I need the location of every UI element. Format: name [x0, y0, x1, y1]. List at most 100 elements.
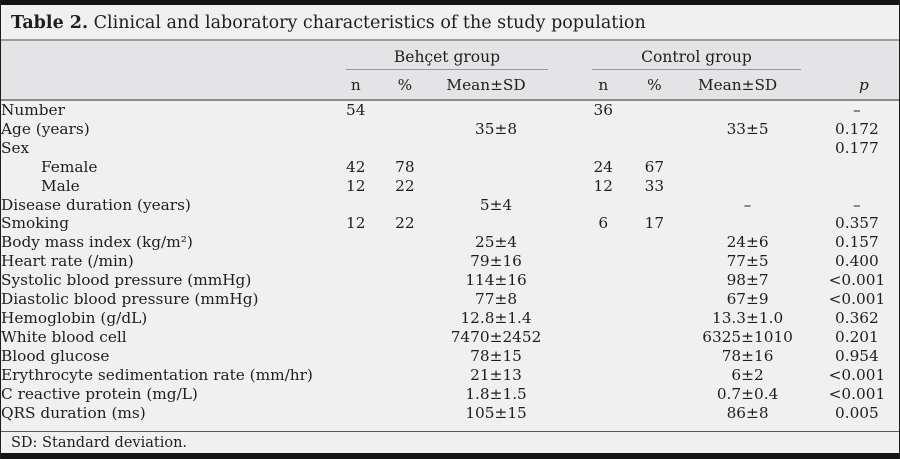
row-label-cell: Diastolic blood pressure (mmHg)	[1, 290, 259, 309]
control-mean-cell	[682, 100, 812, 120]
control-pct-cell	[626, 404, 682, 423]
column-gap	[560, 271, 580, 290]
p-value-cell: 0.157	[834, 233, 879, 252]
behcet-mean-cell: 77±8	[475, 290, 518, 309]
behcet-pct-cell	[378, 196, 432, 215]
control-pct-cell	[626, 196, 682, 215]
column-gap	[560, 309, 580, 328]
behcet-n-cell: 12	[346, 176, 366, 195]
p-value-cell: <0.001	[828, 271, 886, 290]
row-label-cell: Number	[1, 101, 65, 119]
table-body: Number 54 36 – Age (years) 35±8 33±5 0.172 Sex 0.…	[1, 100, 899, 423]
table-row: QRS duration (ms) 105±15 86±8 0.005	[1, 403, 899, 423]
row-label-cell: Smoking	[1, 214, 69, 233]
group-header-row: Behçet group Control group	[1, 41, 899, 70]
p-value-cell: 0.201	[834, 327, 879, 346]
column-gap	[560, 347, 580, 366]
behcet-n-cell	[334, 271, 378, 290]
behcet-mean-cell: 78±15	[470, 346, 522, 365]
p-value-cell: 0.400	[834, 252, 879, 271]
p-value-cell: 0.177	[834, 138, 879, 157]
row-label-cell: Sex	[1, 138, 30, 157]
behcet-pct-cell	[378, 385, 432, 404]
row-label-cell: Heart rate (/min)	[1, 252, 134, 271]
table-row: Number 54 36 –	[1, 100, 899, 120]
control-pct-cell	[626, 328, 682, 347]
control-n-cell	[580, 404, 626, 423]
column-gap	[560, 366, 580, 385]
behcet-mean-cell: 5±4	[479, 195, 513, 214]
column-gap	[560, 100, 580, 120]
control-pct-cell	[626, 233, 682, 252]
table-row: Sex 0.177	[1, 138, 899, 158]
behcet-mean-cell: 105±15	[465, 403, 527, 422]
row-label-cell: Female	[41, 157, 98, 176]
control-n-cell	[580, 366, 626, 385]
column-gap	[560, 139, 580, 158]
control-mean-cell: 33±5	[726, 119, 769, 138]
behcet-mean-cell	[432, 139, 560, 158]
row-label-cell: Erythrocyte sedimentation rate (mm/hr)	[1, 365, 313, 384]
behcet-pct-cell	[378, 328, 432, 347]
table-row: C reactive protein (mg/L) 1.8±1.5 0.7±0.4 <…	[1, 385, 899, 404]
control-pct-cell	[626, 309, 682, 328]
column-gap	[560, 196, 580, 215]
control-mean-cell	[682, 177, 812, 196]
table-title-label: Table 2.	[11, 13, 89, 33]
behcet-mean-cell: 114±16	[465, 271, 527, 290]
row-label-cell: Systolic blood pressure (mmHg)	[1, 271, 252, 290]
row-label-cell: Disease duration (years)	[1, 195, 191, 214]
behcet-pct-cell: 78	[395, 157, 415, 176]
table-title: Table 2. Clinical and laboratory charact…	[1, 5, 899, 41]
control-n-cell	[580, 290, 626, 309]
control-mean-cell: 24±6	[726, 233, 769, 252]
behcet-pct-cell	[378, 100, 432, 120]
control-mean-cell: 78±16	[721, 346, 774, 365]
p-value-cell: 0.172	[834, 119, 879, 138]
control-mean-cell: 67±9	[726, 290, 769, 309]
control-mean-cell: –	[743, 195, 752, 214]
control-n-cell	[580, 328, 626, 347]
column-gap	[560, 385, 580, 404]
control-mean-cell: 98±7	[726, 271, 769, 290]
table-row: Hemoglobin (g/dL) 12.8±1.4 13.3±1.0 0.362	[1, 308, 899, 328]
empty-header-cell	[1, 70, 334, 101]
behcet-mean-cell	[432, 177, 560, 196]
behcet-pct-cell	[378, 366, 432, 385]
p-value-cell: –	[853, 101, 861, 119]
characteristics-table: Behçet group Control group n % Mean±SD n…	[1, 41, 899, 423]
behcet-n-cell	[334, 347, 378, 366]
table-row: Diastolic blood pressure (mmHg) 77±8 67±9 <…	[1, 290, 899, 309]
table-row: Female 42 78 24 67	[1, 157, 899, 177]
control-mean-cell: 13.3±1.0	[711, 308, 784, 327]
behcet-pct-cell	[378, 139, 432, 158]
behcet-pct-cell	[378, 120, 432, 139]
behcet-mean-cell	[432, 214, 560, 233]
behcet-n-cell	[334, 366, 378, 385]
empty-header-cell	[812, 41, 899, 70]
control-group-label: Control group	[592, 48, 801, 70]
behcet-n-header: n	[333, 70, 378, 101]
behcet-pct-cell	[378, 309, 432, 328]
control-pct-cell	[626, 366, 682, 385]
row-label-cell: Hemoglobin (g/dL)	[1, 308, 148, 327]
control-pct-cell	[626, 120, 682, 139]
behcet-mean-cell: 21±13	[470, 365, 522, 384]
behcet-n-cell	[334, 385, 378, 404]
control-mean-cell: 6±2	[731, 365, 764, 384]
behcet-pct-cell	[378, 404, 432, 423]
control-n-cell: 36	[593, 101, 613, 119]
p-value-header: p	[812, 70, 899, 101]
behcet-mean-cell: 35±8	[475, 119, 518, 138]
row-label-cell: Body mass index (kg/m²)	[1, 233, 193, 252]
control-pct-cell	[626, 252, 682, 271]
behcet-n-cell	[334, 328, 378, 347]
control-pct-cell	[626, 290, 682, 309]
column-gap	[560, 41, 581, 70]
control-n-cell	[580, 252, 626, 271]
behcet-pct-cell	[378, 271, 432, 290]
column-gap	[560, 404, 580, 423]
control-mean-cell	[682, 139, 812, 158]
behcet-n-cell	[334, 196, 378, 215]
